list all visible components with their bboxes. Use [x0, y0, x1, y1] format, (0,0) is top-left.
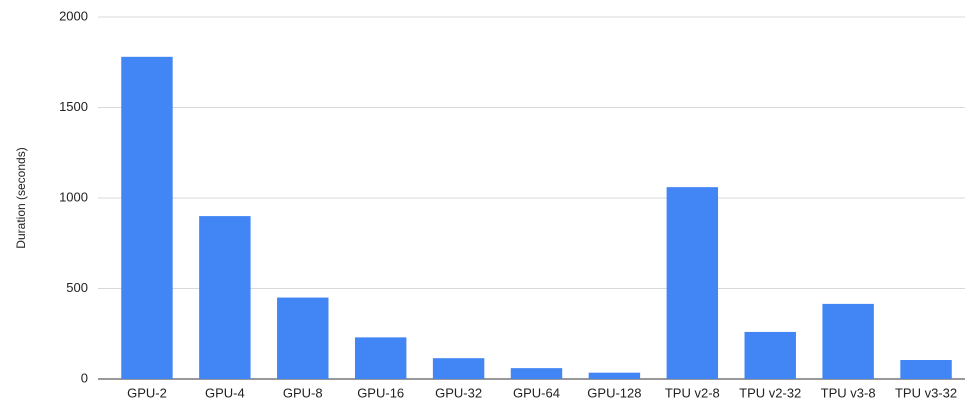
y-axis-label: Duration (seconds): [14, 147, 28, 248]
bar: [277, 297, 329, 379]
bar: [199, 216, 251, 379]
y-tick-label: 2000: [59, 8, 88, 23]
bar: [432, 358, 485, 379]
bar: [510, 368, 563, 379]
bar: [588, 372, 641, 379]
y-tick-label: 0: [81, 370, 88, 385]
bar: [744, 331, 796, 379]
x-tick-label: GPU-8: [283, 385, 323, 400]
x-tick-label: TPU v3-8: [821, 385, 876, 400]
x-tick-label: GPU-32: [435, 385, 482, 400]
bar: [121, 56, 173, 379]
y-tick-label: 500: [66, 280, 88, 295]
bar: [822, 303, 874, 379]
x-tick-label: TPU v2-32: [739, 385, 801, 400]
x-tick-label: GPU-2: [127, 385, 167, 400]
x-tick-label: GPU-128: [587, 385, 641, 400]
x-tick-label: TPU v2-8: [665, 385, 720, 400]
bar: [354, 337, 407, 379]
x-tick-label: GPU-16: [357, 385, 404, 400]
x-tick-label: TPU v3-32: [895, 385, 957, 400]
bar: [900, 359, 952, 379]
bar: [666, 187, 719, 379]
x-tick-label: GPU-64: [513, 385, 560, 400]
y-tick-label: 1500: [59, 99, 88, 114]
y-tick-label: 1000: [59, 189, 88, 204]
x-tick-label: GPU-4: [205, 385, 245, 400]
